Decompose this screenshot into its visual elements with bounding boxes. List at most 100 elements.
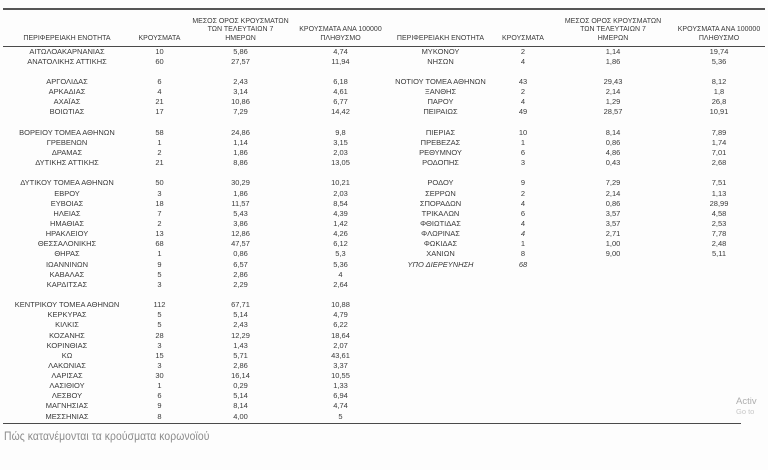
table-cell [553, 391, 673, 401]
table-cell [388, 360, 493, 370]
table-cell: 3 [157, 340, 162, 350]
table-cell: 1,29 [605, 97, 621, 107]
table-row: ΙΩΑΝΝΙΝΩΝ 9 6,57 5,36 ΥΠΟ ΔΙΕΡΕΥΝΗΣΗ 68 [3, 259, 765, 269]
table-cell: 1,86 [605, 56, 621, 66]
table-cell [493, 289, 553, 299]
table-cell: 6 [520, 147, 526, 157]
table-row: ΚΕΝΤΡΙΚΟΥ ΤΟΜΕΑ ΑΘΗΝΩΝ 112 67,71 10,88 [3, 300, 765, 310]
table-cell [553, 371, 673, 381]
table-cell [673, 320, 765, 330]
table-cell [3, 289, 131, 299]
table-cell: 50 [155, 178, 164, 188]
table-cell: 3 [157, 360, 162, 370]
table-cell: 2,64 [333, 279, 348, 289]
table-cell: 3,86 [233, 218, 248, 228]
column-header: ΚΡΟΥΣΜΑΤΑ ΑΝΑ 100000 ΠΛΗΘΥΣΜΟ [673, 10, 765, 47]
table-cell: 0,86 [233, 249, 248, 259]
table-cell: 7,01 [711, 147, 727, 157]
table-cell [493, 391, 553, 401]
covid-cases-table-frame: ΠΕΡΙΦΕΡΕΙΑΚΗ ΕΝΟΤΗΤΑ ΚΡΟΥΣΜΑΤΑ ΜΕΣΟΣ ΟΡΟΣ … [3, 8, 765, 421]
table-cell: ΥΠΟ ΔΙΕΡΕΥΝΗΣΗ [407, 259, 474, 269]
table-cell: 17 [155, 107, 164, 117]
table-cell: 60 [155, 56, 164, 66]
table-cell [673, 279, 765, 289]
table-cell: 24,86 [231, 127, 250, 137]
table-cell: 5,43 [233, 208, 248, 218]
table-cell: 2,86 [233, 360, 248, 370]
table-cell: 10,21 [331, 178, 350, 188]
table-cell [3, 66, 131, 76]
table-cell: ΦΛΩΡΙΝΑΣ [421, 229, 460, 239]
table-cell: 0,86 [605, 198, 621, 208]
table-cell [553, 289, 673, 299]
table-cell: ΓΡΕΒΕΝΩΝ [46, 137, 88, 147]
table-row [3, 168, 765, 178]
table-cell: 2,48 [711, 239, 727, 249]
table-cell: 4 [157, 87, 162, 97]
table-cell: 5,36 [711, 56, 727, 66]
table-cell: ΦΩΚΙΔΑΣ [423, 239, 458, 249]
table-cell: 6,18 [333, 76, 348, 86]
table-cell: 13,05 [331, 158, 350, 168]
table-cell: ΗΡΑΚΛΕΙΟΥ [45, 229, 89, 239]
table-cell: 18,64 [331, 330, 350, 340]
table-cell: 1 [157, 249, 162, 259]
table-cell [293, 168, 388, 178]
table-cell [388, 340, 493, 350]
table-cell: 1,33 [333, 381, 348, 391]
table-cell: ΛΑΡΙΣΑΣ [51, 371, 83, 381]
table-row: ΚΩ 15 5,71 43,61 [3, 350, 765, 360]
table-row: ΗΛΕΙΑΣ 7 5,43 4,39 ΤΡΙΚΑΛΩΝ 6 3,57 4,58 [3, 208, 765, 218]
table-cell: 4 [520, 97, 526, 107]
table-cell [493, 66, 553, 76]
table-cell: 6 [157, 391, 162, 401]
table-row: ΕΒΡΟΥ 3 1,86 2,03 ΣΕΡΡΩΝ 2 2,14 1,13 [3, 188, 765, 198]
table-cell: 4,39 [333, 208, 348, 218]
table-row: ΘΗΡΑΣ 1 0,86 5,3 ΧΑΝΙΩΝ 8 9,00 5,11 [3, 249, 765, 259]
table-cell [493, 279, 553, 289]
table-cell: 7,51 [711, 178, 727, 188]
watermark-line-1: Activ [736, 396, 757, 407]
column-header: ΜΕΣΟΣ ΟΡΟΣ ΚΡΟΥΣΜΑΤΩΝ ΤΩΝ ΤΕΛΕΥΤΑΙΩΝ 7 Η… [553, 10, 673, 47]
table-cell [493, 300, 553, 310]
table-cell [673, 350, 765, 360]
table-cell: ΑΡΚΑΔΙΑΣ [48, 87, 86, 97]
table-cell: ΔΡΑΜΑΣ [51, 147, 83, 157]
table-cell: ΒΟΡΕΙΟΥ ΤΟΜΕΑ ΑΘΗΝΩΝ [19, 127, 115, 137]
table-cell: 4 [520, 229, 526, 239]
table-cell [131, 168, 188, 178]
table-cell [388, 269, 493, 279]
table-cell [553, 401, 673, 411]
table-cell: ΑΡΓΟΛΙΔΑΣ [46, 76, 88, 86]
table-cell: ΡΟΔΟΠΗΣ [422, 158, 459, 168]
table-row: ΚΑΡΔΙΤΣΑΣ 3 2,29 2,64 [3, 279, 765, 289]
table-cell: ΠΑΡΟΥ [427, 97, 454, 107]
column-header: ΚΡΟΥΣΜΑΤΑ [131, 10, 188, 47]
table-cell: 3 [520, 158, 526, 168]
table-cell: 1,14 [605, 46, 621, 56]
table-cell: ΠΡΕΒΕΖΑΣ [420, 137, 461, 147]
table-cell: 6 [157, 76, 162, 86]
table-cell: 16,14 [231, 371, 250, 381]
table-row: ΛΑΚΩΝΙΑΣ 3 2,86 3,37 [3, 360, 765, 370]
windows-activation-watermark: Activ Go to [736, 396, 757, 416]
table-cell [553, 259, 673, 269]
table-cell: 19,74 [709, 46, 729, 56]
table-cell: 4,58 [711, 208, 727, 218]
table-cell: ΙΩΑΝΝΙΝΩΝ [45, 259, 89, 269]
table-cell: ΔΥΤΙΚΗΣ ΑΤΤΙΚΗΣ [35, 158, 99, 168]
table-cell: 7,29 [233, 107, 248, 117]
table-cell: ΔΥΤΙΚΟΥ ΤΟΜΕΑ ΑΘΗΝΩΝ [20, 178, 114, 188]
table-cell: ΑΧΑΪΑΣ [53, 97, 81, 107]
table-cell: 5 [157, 320, 162, 330]
table-cell: 21 [155, 158, 164, 168]
column-header: ΠΕΡΙΦΕΡΕΙΑΚΗ ΕΝΟΤΗΤΑ [3, 10, 131, 47]
table-cell: 1 [520, 137, 526, 147]
table-cell [553, 350, 673, 360]
table-cell: 1,13 [711, 188, 727, 198]
table-cell: 5 [157, 310, 162, 320]
table-cell: 9,00 [605, 249, 621, 259]
table-cell: ΞΑΝΘΗΣ [424, 87, 457, 97]
table-cell: 43,61 [331, 350, 350, 360]
table-cell: 49 [518, 107, 528, 117]
